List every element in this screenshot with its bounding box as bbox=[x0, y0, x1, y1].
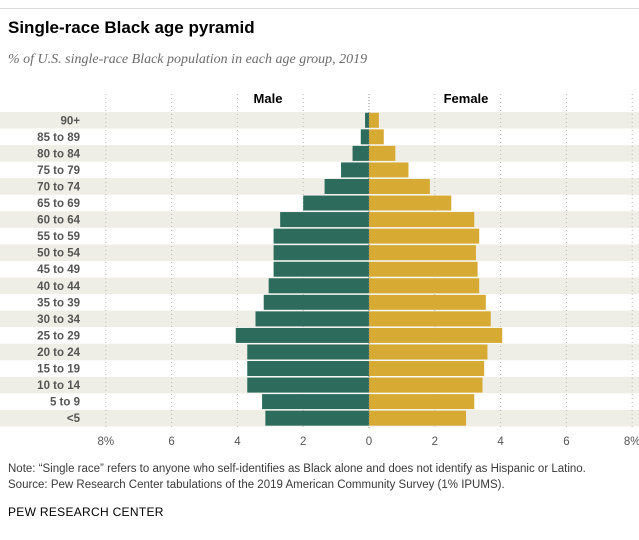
series-label-female: Female bbox=[444, 91, 489, 106]
male-bar bbox=[303, 195, 369, 211]
female-bar bbox=[369, 145, 396, 161]
top-rule bbox=[0, 8, 639, 9]
age-group-label: 45 to 49 bbox=[37, 264, 80, 276]
row-band bbox=[0, 145, 639, 162]
female-bar bbox=[369, 327, 503, 343]
female-bar bbox=[369, 361, 485, 377]
age-group-label: 15 to 19 bbox=[37, 364, 80, 376]
x-tick-label: 2 bbox=[300, 436, 306, 448]
female-bar bbox=[369, 261, 478, 277]
female-bar bbox=[369, 112, 379, 128]
female-bar bbox=[369, 410, 467, 426]
age-group-label: 80 to 84 bbox=[37, 148, 80, 160]
male-bar bbox=[273, 261, 369, 277]
male-bar bbox=[235, 327, 369, 343]
female-bar bbox=[369, 228, 480, 244]
x-tick-label: 0 bbox=[366, 436, 372, 448]
x-tick-label: 4 bbox=[234, 436, 241, 448]
male-bar bbox=[280, 212, 369, 228]
age-group-label: 5 to 9 bbox=[50, 397, 80, 409]
male-bar bbox=[352, 145, 369, 161]
chart-source: Source: Pew Research Center tabulations … bbox=[8, 479, 505, 491]
female-bar bbox=[369, 178, 430, 194]
male-bar bbox=[360, 129, 369, 145]
age-group-label: 30 to 34 bbox=[37, 314, 80, 326]
female-bar bbox=[369, 344, 488, 360]
age-group-label: 50 to 54 bbox=[37, 248, 80, 260]
x-tick-label: 4 bbox=[497, 436, 504, 448]
series-label-male: Male bbox=[254, 91, 283, 106]
male-bar bbox=[324, 178, 369, 194]
male-bar bbox=[255, 311, 369, 327]
chart-subtitle: % of U.S. single-race Black population i… bbox=[8, 52, 368, 67]
male-bar bbox=[268, 278, 369, 294]
female-bar bbox=[369, 311, 491, 327]
female-bar bbox=[369, 129, 384, 145]
male-bar bbox=[247, 377, 369, 393]
age-group-label: 65 to 69 bbox=[37, 198, 80, 210]
age-group-label: 70 to 74 bbox=[37, 181, 80, 193]
chart-title: Single-race Black age pyramid bbox=[8, 18, 255, 37]
age-group-label: 60 to 64 bbox=[37, 215, 80, 227]
pew-credit: PEW RESEARCH CENTER bbox=[8, 505, 164, 519]
age-group-label: 20 to 24 bbox=[37, 347, 80, 359]
female-bar bbox=[369, 212, 475, 228]
male-bar bbox=[263, 294, 369, 310]
female-bar bbox=[369, 394, 475, 410]
x-tick-label: 8% bbox=[97, 436, 114, 448]
male-bar bbox=[247, 361, 369, 377]
x-tick-label: 2 bbox=[432, 436, 438, 448]
female-bar bbox=[369, 162, 409, 178]
male-bar bbox=[273, 228, 369, 244]
x-tick-label: 6 bbox=[168, 436, 174, 448]
age-group-label: 55 to 59 bbox=[37, 231, 80, 243]
age-group-label: 90+ bbox=[60, 115, 80, 127]
age-group-label: 40 to 44 bbox=[37, 281, 80, 293]
age-group-label: <5 bbox=[67, 413, 81, 425]
age-group-label: 35 to 39 bbox=[37, 297, 80, 309]
age-group-label: 10 to 14 bbox=[37, 380, 80, 392]
chart-note: Note: “Single race” refers to anyone who… bbox=[8, 463, 586, 475]
x-tick-label: 8% bbox=[624, 436, 639, 448]
female-bar bbox=[369, 278, 480, 294]
row-band bbox=[0, 112, 639, 129]
age-group-label: 25 to 29 bbox=[37, 330, 80, 342]
male-bar bbox=[365, 112, 369, 128]
male-bar bbox=[265, 410, 369, 426]
male-bar bbox=[273, 245, 369, 261]
age-group-label: 75 to 79 bbox=[37, 165, 80, 177]
male-bar bbox=[247, 344, 369, 360]
x-tick-label: 6 bbox=[563, 436, 569, 448]
male-bar bbox=[262, 394, 369, 410]
row-band bbox=[0, 178, 639, 195]
age-group-label: 85 to 89 bbox=[37, 132, 80, 144]
female-bar bbox=[369, 294, 486, 310]
female-bar bbox=[369, 245, 476, 261]
male-bar bbox=[341, 162, 369, 178]
female-bar bbox=[369, 377, 483, 393]
female-bar bbox=[369, 195, 452, 211]
